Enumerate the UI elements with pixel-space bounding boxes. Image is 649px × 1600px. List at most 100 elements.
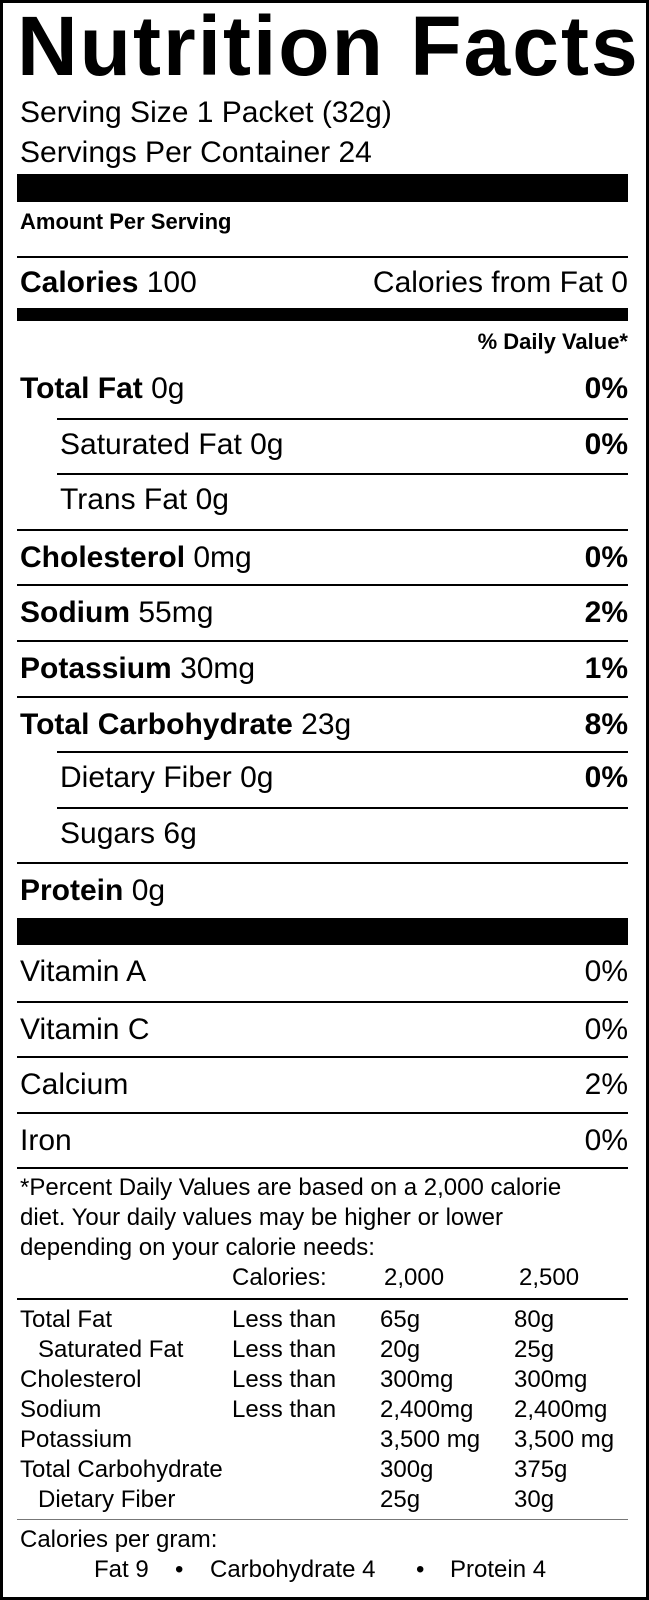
- reference-qualifier: Less than: [232, 1366, 337, 1393]
- calories-per-gram-protein: Protein 4: [450, 1556, 547, 1583]
- nutrient-row: Trans Fat 0g: [17, 473, 628, 529]
- vitamin-name: Calcium: [20, 1068, 129, 1102]
- reference-nutrient: Total Carbohydrate: [20, 1456, 223, 1483]
- nutrient-name-amount: Total Fat 0g: [20, 362, 185, 415]
- nutrient-name-amount: Dietary Fiber 0g: [60, 751, 273, 804]
- nutrient-amount: 23g: [301, 707, 352, 741]
- reference-2500-value: 300mg: [514, 1366, 588, 1393]
- vitamin-name: Vitamin C: [20, 1012, 150, 1046]
- reference-2500-value: 30g: [514, 1486, 555, 1513]
- nutrient-name: Sugars: [60, 816, 156, 850]
- nutrient-name-amount: Saturated Fat 0g: [60, 418, 284, 471]
- footnote-line: *Percent Daily Values are based on a 2,0…: [20, 1174, 562, 1201]
- reference-nutrient: Saturated Fat: [38, 1336, 184, 1363]
- medium-divider: [17, 308, 628, 321]
- footnote-line: depending on your calorie needs:: [20, 1234, 375, 1261]
- nutrient-amount: 30mg: [180, 652, 256, 685]
- table-header-2000: 2,000: [384, 1264, 445, 1291]
- nutrient-name-amount: Cholesterol 0mg: [20, 531, 252, 584]
- reference-nutrient: Dietary Fiber: [38, 1486, 176, 1513]
- reference-nutrient: Total Fat: [20, 1306, 113, 1333]
- nutrient-amount: 0g: [151, 372, 185, 405]
- nutrient-amount: 0g: [131, 874, 166, 908]
- table-header-calories: Calories:: [232, 1264, 327, 1291]
- reference-2000-value: 3,500 mg: [380, 1426, 481, 1453]
- nutrient-row: Saturated Fat 0g 0%: [17, 417, 628, 474]
- nutrient-amount: 0g: [195, 483, 229, 517]
- bullet-separator: •: [416, 1556, 425, 1583]
- nutrient-daily-value: 0%: [584, 427, 628, 461]
- reference-qualifier: Less than: [232, 1306, 337, 1333]
- vitamin-name: Iron: [20, 1123, 72, 1157]
- vitamin-name: Vitamin A: [20, 955, 147, 988]
- reference-nutrient: Cholesterol: [20, 1366, 142, 1393]
- nutrient-name-amount: Protein 0g: [20, 864, 165, 917]
- reference-qualifier: Less than: [232, 1396, 337, 1423]
- servings-per-container: Servings Per Container 24: [20, 136, 372, 169]
- calories-per-gram-label: Calories per gram:: [20, 1526, 218, 1553]
- nutrient-row: Potassium 30mg 1%: [17, 640, 628, 696]
- calories-value: 100: [146, 266, 197, 299]
- nutrient-row: Sodium 55mg 2%: [17, 584, 628, 640]
- thick-divider: [17, 174, 628, 202]
- reference-2500-value: 80g: [514, 1306, 555, 1333]
- reference-2500-value: 25g: [514, 1336, 555, 1363]
- divider: [17, 1298, 628, 1300]
- nutrient-daily-value: 0%: [584, 540, 628, 574]
- nutrient-daily-value: 8%: [584, 707, 628, 741]
- amount-per-serving: Amount Per Serving: [20, 209, 232, 234]
- nutrient-daily-value: 0%: [584, 761, 628, 795]
- calories-per-gram-carbohydrate: Carbohydrate 4: [210, 1556, 376, 1583]
- label-title: Nutrition Facts: [17, 0, 640, 93]
- nutrient-row: Dietary Fiber 0g 0%: [17, 751, 628, 807]
- divider: [17, 256, 628, 258]
- nutrient-name: Total Carbohydrate: [20, 707, 293, 741]
- calories-row: Calories 100: [20, 266, 197, 300]
- footnote-line: diet. Your daily values may be higher or…: [20, 1204, 503, 1231]
- thick-divider: [17, 918, 628, 945]
- bullet-separator: •: [175, 1556, 184, 1583]
- vitamin-row: Vitamin C 0%: [17, 1000, 628, 1057]
- serving-size: Serving Size 1 Packet (32g): [20, 96, 392, 129]
- nutrient-amount: 0g: [240, 761, 274, 795]
- daily-value-header: % Daily Value*: [477, 329, 628, 354]
- nutrient-name: Potassium: [20, 652, 172, 685]
- calories-per-gram-fat: Fat 9: [94, 1556, 149, 1583]
- nutrient-name: Sodium: [20, 596, 130, 630]
- nutrient-daily-value: 2%: [584, 596, 628, 630]
- reference-2000-value: 300mg: [380, 1366, 454, 1393]
- nutrient-amount: 0g: [250, 427, 284, 461]
- nutrient-name: Cholesterol: [20, 540, 186, 574]
- nutrient-row: Total Carbohydrate 23g 8%: [17, 695, 628, 752]
- nutrient-daily-value: 1%: [584, 652, 628, 685]
- calories-from-fat: Calories from Fat 0: [372, 266, 628, 299]
- nutrient-daily-value: 0%: [584, 372, 628, 405]
- vitamin-row: Iron 0%: [17, 1111, 628, 1168]
- nutrient-row: Protein 0g: [17, 862, 628, 918]
- nutrient-row: Cholesterol 0mg 0%: [17, 528, 628, 585]
- vitamin-daily-value: 0%: [584, 955, 628, 988]
- table-header-2500: 2,500: [519, 1264, 580, 1291]
- nutrient-amount: 6g: [163, 816, 197, 850]
- vitamin-daily-value: 2%: [584, 1068, 628, 1102]
- reference-2000-value: 20g: [380, 1336, 421, 1363]
- nutrient-name-amount: Trans Fat 0g: [60, 473, 229, 526]
- nutrient-amount: 0mg: [193, 540, 252, 574]
- divider: [17, 1519, 628, 1520]
- vitamin-daily-value: 0%: [584, 1012, 628, 1046]
- divider: [17, 1167, 628, 1169]
- nutrient-name-amount: Total Carbohydrate 23g: [20, 698, 351, 751]
- reference-2500-value: 3,500 mg: [514, 1426, 615, 1453]
- nutrient-name: Total Fat: [20, 372, 143, 405]
- reference-2000-value: 65g: [380, 1306, 421, 1333]
- calories-label: Calories: [20, 266, 139, 299]
- nutrient-name-amount: Sodium 55mg: [20, 586, 213, 639]
- reference-nutrient: Potassium: [20, 1426, 133, 1453]
- nutrient-name: Saturated Fat: [60, 427, 242, 461]
- reference-2000-value: 25g: [380, 1486, 421, 1513]
- nutrient-name-amount: Potassium 30mg: [20, 642, 255, 695]
- nutrient-amount: 55mg: [138, 596, 214, 630]
- vitamin-daily-value: 0%: [584, 1123, 628, 1157]
- reference-2000-value: 300g: [380, 1456, 434, 1483]
